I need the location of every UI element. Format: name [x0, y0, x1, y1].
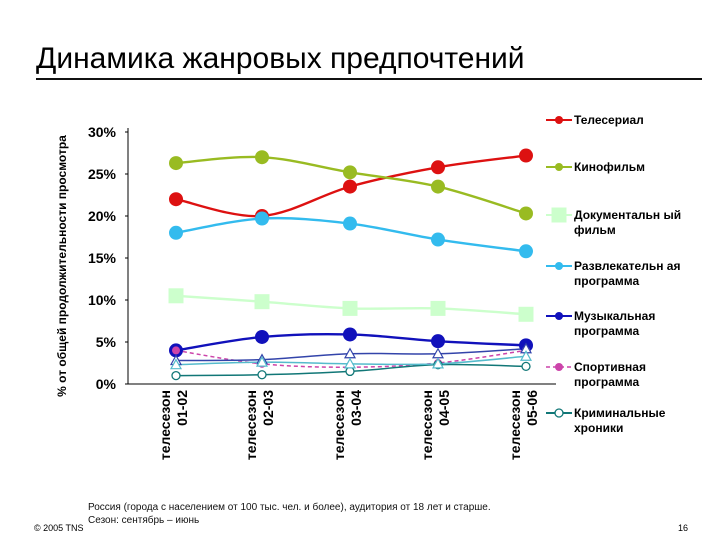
series-2-point-4 — [518, 306, 534, 322]
x-tick-label: телесезон02-03 — [243, 390, 276, 460]
series-8-point-4 — [519, 350, 533, 361]
x-tick-label: телесезон05-06 — [507, 390, 540, 460]
series-1-point-0 — [169, 156, 183, 171]
y-tick-label: 15% — [88, 250, 117, 266]
series-2-point-1 — [254, 294, 270, 310]
series-4-point-1 — [255, 329, 269, 344]
legend-label: Кинофильм — [574, 160, 645, 174]
footnote-line-1: Россия (города с населением от 100 тыс. … — [88, 502, 491, 513]
series-3-point-2 — [343, 216, 357, 231]
series-6-point-0 — [171, 370, 181, 381]
series-1-point-3 — [431, 179, 445, 194]
series-0-point-2 — [343, 179, 357, 194]
page-number: 16 — [678, 523, 689, 533]
series-2-point-3 — [430, 300, 446, 316]
y-tick-label: 30% — [88, 124, 117, 140]
legend-item-6: Криминальные хроники — [546, 406, 666, 435]
legend-label: Развлекательн ая программа — [574, 259, 680, 288]
series-8-point-3 — [431, 357, 445, 369]
y-tick-label: 5% — [96, 334, 117, 350]
series-1-point-1 — [255, 150, 269, 165]
legend-item-2: Документальн ый фильм — [546, 207, 681, 237]
series-5-point-0 — [172, 346, 180, 355]
series-6-point-2 — [345, 366, 355, 377]
footnote: Россия (города с населением от 100 тыс. … — [88, 501, 608, 527]
series-2-point-0 — [168, 288, 184, 304]
series-0-point-0 — [169, 192, 183, 207]
genre-line-chart: % от общей продолжительности просмотра 0… — [55, 113, 681, 460]
series-1-point-2 — [343, 165, 357, 180]
series-3-point-3 — [431, 232, 445, 247]
legend-label: Музыкальная программа — [574, 309, 655, 338]
x-tick-label: телесезон03-04 — [331, 390, 364, 460]
x-tick-label: телесезон01-02 — [157, 390, 190, 460]
x-tick-label: телесезон04-05 — [419, 390, 452, 460]
slide-title: Динамика жанровых предпочтений — [36, 42, 525, 75]
y-axis-label: % от общей продолжительности просмотра — [55, 135, 69, 397]
legend-item-4: Музыкальная программа — [546, 309, 655, 338]
series-2-point-2 — [342, 300, 358, 316]
legend-label: Спортивная программа — [574, 360, 646, 389]
footnote-line-2: Сезон: сентябрь – июнь — [88, 515, 200, 526]
title-underline — [36, 78, 702, 80]
series-4-point-3 — [431, 334, 445, 349]
legend-item-0: Телесериал — [546, 113, 644, 127]
series-8-point-0 — [169, 358, 183, 370]
series-6-point-4 — [521, 361, 531, 372]
legend-item-5: Спортивная программа — [546, 360, 646, 389]
legend-label: Документальн ый фильм — [574, 208, 681, 237]
copyright: © 2005 TNS — [34, 523, 84, 533]
legend-label: Телесериал — [574, 113, 644, 127]
y-tick-label: 0% — [96, 376, 117, 392]
series-3-point-1 — [255, 211, 269, 226]
series-3-point-0 — [169, 225, 183, 240]
series-1-point-4 — [519, 206, 533, 221]
series-8-point-1 — [255, 355, 269, 367]
y-tick-label: 10% — [88, 292, 117, 308]
legend-item-3: Развлекательн ая программа — [546, 259, 680, 288]
series-3-point-4 — [519, 244, 533, 259]
series-0-point-3 — [431, 160, 445, 175]
series-8-point-2 — [343, 357, 357, 369]
series-4-point-2 — [343, 327, 357, 342]
legend-label: Криминальные хроники — [574, 406, 666, 435]
y-tick-label: 25% — [88, 166, 117, 182]
legend-item-1: Кинофильм — [546, 160, 645, 174]
series-6-point-1 — [257, 370, 267, 380]
y-tick-label: 20% — [88, 208, 117, 224]
series-0-point-4 — [519, 148, 533, 163]
